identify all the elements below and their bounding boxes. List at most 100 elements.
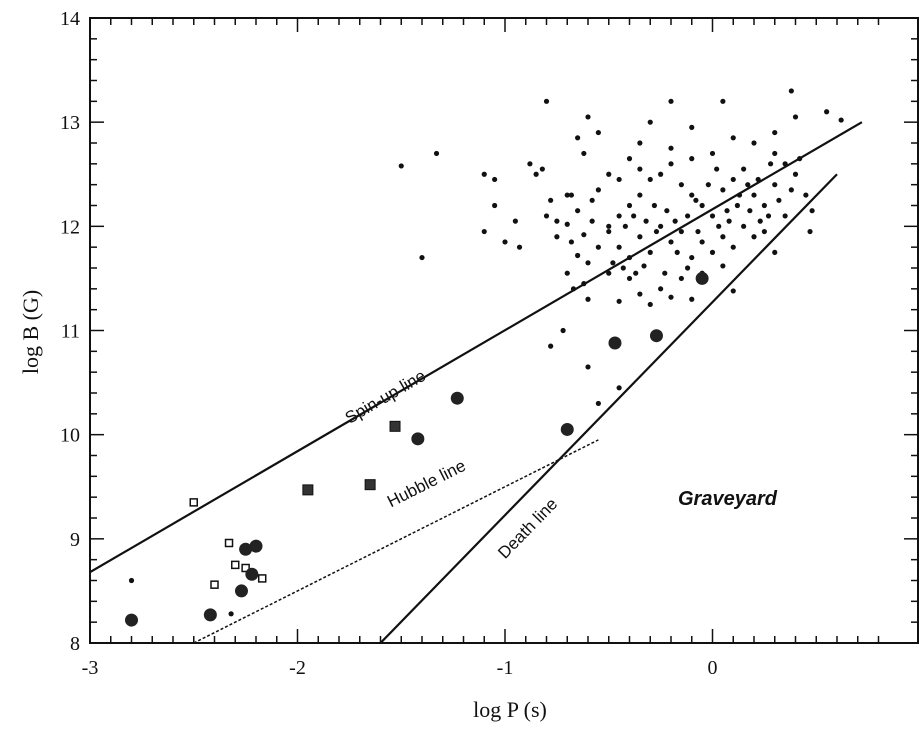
- small-dot: [581, 281, 587, 287]
- small-dot: [626, 254, 633, 261]
- small-dot: [502, 239, 508, 245]
- small-dot: [807, 228, 813, 235]
- small-dot: [765, 213, 772, 219]
- small-dot: [560, 327, 566, 334]
- small-dot: [772, 182, 778, 188]
- small-dot: [678, 275, 684, 282]
- small-dot: [699, 202, 705, 209]
- small-dot: [658, 286, 664, 292]
- small-dot: [548, 343, 554, 349]
- small-dot: [575, 135, 581, 141]
- y-tick-label: 12: [60, 216, 80, 238]
- small-dot: [606, 228, 612, 235]
- small-dot: [637, 166, 643, 172]
- small-dot: [761, 202, 767, 209]
- small-dot: [548, 197, 554, 203]
- open-square: [257, 574, 267, 583]
- small-dot: [539, 166, 545, 172]
- x-tick-label: 0: [708, 657, 718, 679]
- filled-square: [302, 484, 314, 496]
- small-dot: [747, 208, 753, 214]
- small-dot: [622, 223, 628, 229]
- y-tick-label: 14: [60, 8, 80, 30]
- small-dot: [714, 166, 720, 172]
- x-axis-label: log P (s): [473, 697, 547, 722]
- small-dot: [492, 202, 498, 209]
- small-dot: [668, 145, 674, 151]
- axis-tick-labels: -3 -2 -1 0 8 9 10 11 12 13 14: [60, 8, 718, 679]
- small-dot: [533, 171, 539, 177]
- y-tick-label: 10: [60, 425, 80, 447]
- death-line: [379, 173, 838, 643]
- small-dot: [616, 244, 622, 250]
- small-dot: [674, 249, 680, 255]
- small-dot: [751, 234, 757, 240]
- small-dot: [776, 197, 782, 203]
- small-dot: [809, 208, 815, 214]
- small-dot: [792, 171, 799, 177]
- small-dot: [741, 223, 747, 229]
- small-dot: [788, 88, 794, 94]
- small-dot: [685, 265, 691, 271]
- small-dot: [693, 197, 699, 203]
- x-tick-label: -3: [82, 657, 99, 679]
- small-dot: [668, 294, 674, 300]
- small-dot: [772, 150, 778, 157]
- x-tick-label: -1: [497, 657, 514, 679]
- open-square: [210, 580, 219, 589]
- small-dot: [527, 161, 533, 167]
- small-dot: [585, 260, 591, 266]
- small-dot: [595, 129, 601, 136]
- small-dot: [631, 213, 637, 219]
- small-dot: [543, 98, 550, 104]
- small-dot: [678, 182, 684, 188]
- small-dot: [782, 213, 788, 219]
- small-dot: [716, 223, 722, 229]
- small-dot: [664, 208, 670, 214]
- small-dot: [782, 161, 788, 167]
- open-square: [241, 563, 250, 573]
- small-dot: [616, 213, 622, 219]
- small-dot: [554, 234, 560, 240]
- small-dot: [564, 221, 570, 227]
- small-dot: [720, 98, 726, 104]
- small-dot: [761, 228, 767, 235]
- small-dot: [668, 161, 674, 167]
- small-dot: [838, 117, 844, 123]
- data-points: [125, 88, 844, 627]
- small-dot: [554, 218, 560, 224]
- spin-up-line-label: Spin-up line: [342, 366, 429, 428]
- small-dot: [633, 270, 639, 276]
- spin-up-line: [90, 121, 863, 574]
- small-dot: [788, 187, 794, 193]
- small-dot: [481, 171, 487, 177]
- small-dot: [751, 140, 757, 146]
- y-tick-label: 9: [70, 529, 80, 551]
- small-dot: [772, 129, 778, 136]
- small-dot: [595, 400, 601, 407]
- small-dot: [755, 176, 761, 183]
- small-dot: [128, 577, 135, 584]
- small-dot: [595, 244, 601, 250]
- small-dot: [668, 239, 674, 245]
- small-dot: [757, 218, 763, 224]
- filled-square: [364, 479, 376, 491]
- small-dot: [741, 166, 747, 172]
- small-dot: [768, 161, 774, 167]
- open-square: [224, 538, 234, 548]
- large-circle: [239, 542, 253, 556]
- death-line-label: Death line: [494, 494, 561, 562]
- small-dot: [803, 192, 809, 198]
- small-dot: [695, 228, 701, 235]
- small-dot: [699, 239, 705, 245]
- small-dot: [543, 213, 550, 219]
- small-dot: [568, 239, 575, 245]
- small-dot: [606, 171, 612, 177]
- small-dot: [570, 286, 577, 292]
- small-dot: [709, 150, 716, 157]
- small-dot: [651, 202, 658, 209]
- small-dot: [647, 176, 653, 183]
- small-dot: [658, 223, 664, 229]
- small-dot: [689, 156, 695, 162]
- small-dot: [620, 265, 626, 271]
